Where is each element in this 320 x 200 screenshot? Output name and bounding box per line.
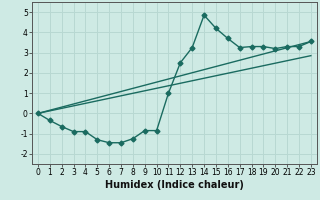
X-axis label: Humidex (Indice chaleur): Humidex (Indice chaleur) [105, 180, 244, 190]
